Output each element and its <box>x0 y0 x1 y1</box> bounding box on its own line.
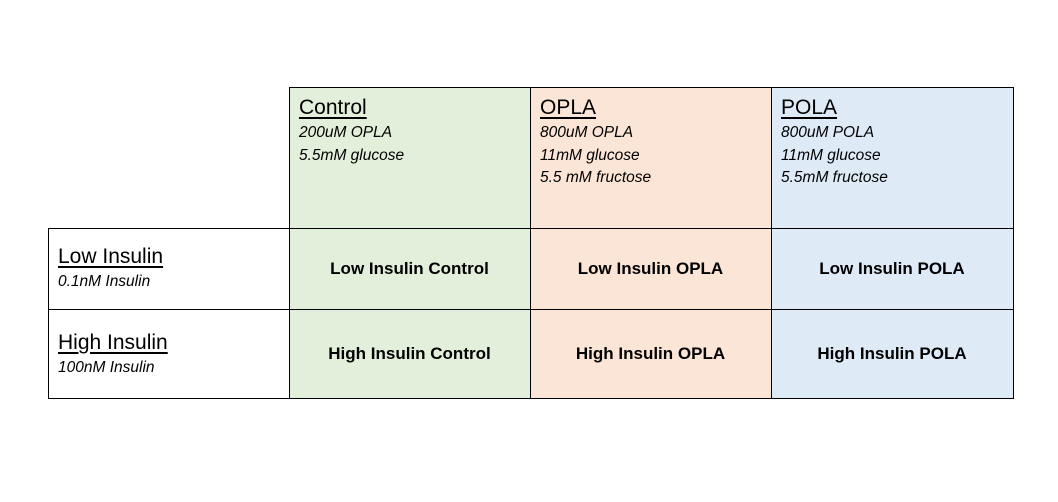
row-subtitle-low-insulin: 0.1nM Insulin <box>58 273 151 290</box>
row-title-low-insulin: Low Insulin <box>58 245 164 268</box>
column-header-control: Control 200uM OPLA 5.5mM glucose <box>289 87 530 228</box>
cell-label: Low Insulin OPLA <box>577 258 724 278</box>
cell-low-insulin-opla: Low Insulin OPLA <box>530 228 771 309</box>
cell-label: High Insulin OPLA <box>575 344 726 363</box>
column-condition-line: 5.5mM fructose <box>781 169 888 186</box>
cell-label: High Insulin Control <box>328 344 491 363</box>
cell-low-insulin-pola: Low Insulin POLA <box>771 228 1013 309</box>
grid-line-vertical <box>48 228 49 399</box>
cell-label: High Insulin POLA <box>817 344 967 363</box>
cell-label: Low Insulin POLA <box>819 258 965 278</box>
cell-low-insulin-control: Low Insulin Control <box>289 228 530 309</box>
cell-high-insulin-control: High Insulin Control <box>289 309 530 399</box>
column-condition-line: 800uM POLA <box>781 124 875 141</box>
column-condition-line: 5.5 mM fructose <box>540 169 652 186</box>
row-header-low-insulin: Low Insulin 0.1nM Insulin <box>48 228 289 309</box>
grid-line-horizontal <box>48 228 1014 229</box>
grid-line-vertical <box>771 87 772 399</box>
column-title-pola: POLA <box>781 96 838 119</box>
cell-high-insulin-pola: High Insulin POLA <box>771 309 1013 399</box>
column-condition-line: 11mM glucose <box>540 147 640 164</box>
grid-line-horizontal <box>48 398 1014 399</box>
column-condition-line: 200uM OPLA <box>299 124 393 141</box>
row-title-high-insulin: High Insulin <box>58 331 168 354</box>
row-subtitle-high-insulin: 100nM Insulin <box>58 359 155 376</box>
column-header-opla: OPLA 800uM OPLA 11mM glucose 5.5 mM fruc… <box>530 87 771 228</box>
grid-line-horizontal <box>48 309 1014 310</box>
cell-label: Low Insulin Control <box>330 258 489 278</box>
grid-line-horizontal <box>289 87 1014 88</box>
column-condition-line: 800uM OPLA <box>540 124 634 141</box>
column-condition-line: 11mM glucose <box>781 147 881 164</box>
grid-line-vertical <box>289 87 290 399</box>
column-condition-line: 5.5mM glucose <box>299 147 405 164</box>
grid-line-vertical <box>1013 87 1014 399</box>
grid-line-vertical <box>530 87 531 399</box>
column-title-opla: OPLA <box>540 96 597 119</box>
column-title-control: Control <box>299 96 367 119</box>
column-header-pola: POLA 800uM POLA 11mM glucose 5.5mM fruct… <box>771 87 1013 228</box>
row-header-high-insulin: High Insulin 100nM Insulin <box>48 309 289 399</box>
cell-high-insulin-opla: High Insulin OPLA <box>530 309 771 399</box>
